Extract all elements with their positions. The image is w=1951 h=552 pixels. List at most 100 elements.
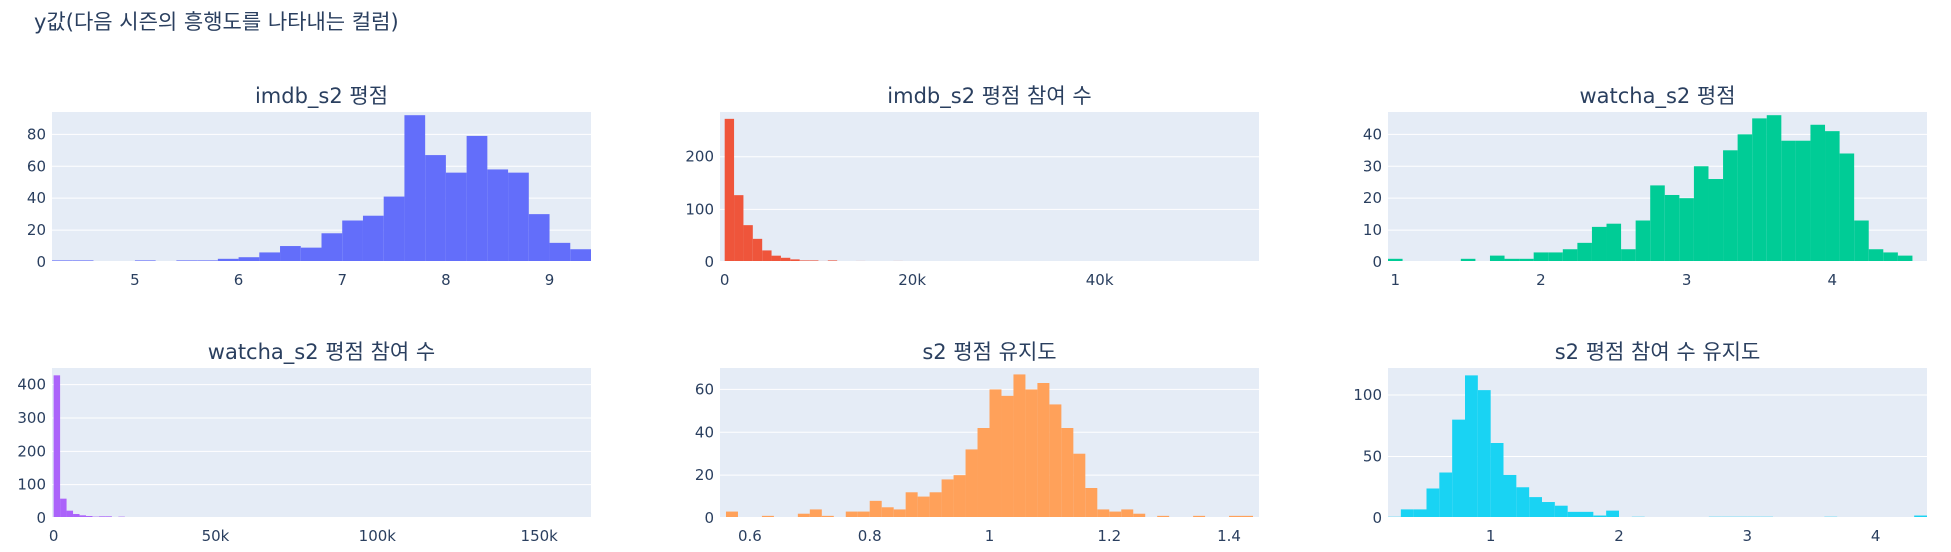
histogram-bar [1013, 374, 1026, 518]
histogram-bar [857, 511, 870, 518]
histogram-bar [845, 511, 858, 518]
histogram-bar [762, 250, 772, 262]
y-tick-label: 40 [27, 189, 46, 207]
y-tick-label: 50 [1363, 448, 1382, 466]
histogram-bar [280, 246, 301, 262]
histogram-bar [1157, 515, 1170, 518]
y-tick-label: 200 [685, 148, 714, 166]
histogram-bar [1460, 258, 1476, 262]
subplot-5: 0 20 40 60 0.6 0.8 1 1.2 1.4 s2 평점 유지도 [695, 340, 1259, 545]
histogram-bar [1752, 118, 1767, 262]
histogram-bar [1533, 252, 1549, 262]
subplot-title: imdb_s2 평점 참여 수 [887, 84, 1091, 109]
subplot-1: 0 20 40 60 80 5 6 7 8 9 imdb_s2 평점 [27, 84, 591, 289]
y-tick-label: 200 [17, 442, 46, 460]
histogram-bar [1388, 258, 1403, 262]
y-tick-label: 300 [17, 409, 46, 427]
x-tick-label: 0 [49, 527, 59, 545]
histogram-bar [893, 509, 906, 518]
y-tick-label: 100 [17, 476, 46, 494]
histogram-bar [1635, 220, 1651, 262]
histogram-bar [1001, 395, 1014, 518]
histogram-bar [941, 479, 954, 518]
histogram-bar [1426, 488, 1440, 518]
histogram-bar [1490, 443, 1504, 518]
histogram-bar [977, 428, 990, 518]
histogram-bar [1554, 505, 1568, 518]
subplot-4: 0 100 200 300 400 0 50k 100k 150k watcha_s2 평점 참여… [17, 340, 591, 545]
subplot-title: watcha_s2 평점 [1579, 84, 1735, 109]
histogram-bar [881, 507, 894, 518]
histogram-bar [238, 257, 260, 262]
histogram-bar [989, 389, 1002, 518]
histogram-bar [771, 255, 781, 262]
y-tick-label: 60 [27, 157, 46, 175]
histogram-bar [1025, 389, 1038, 518]
histogram-bar [217, 258, 239, 262]
y-tick-label: 100 [1353, 386, 1382, 404]
histogram-bar [1737, 134, 1753, 262]
histogram-bar [549, 242, 571, 262]
histogram-bar [761, 515, 774, 518]
histogram-bar [734, 195, 744, 262]
histogram-bar [425, 155, 446, 262]
histogram-bar [1229, 515, 1242, 518]
histogram-bar [953, 475, 966, 518]
histogram-bar [1693, 166, 1709, 262]
histogram-bar [1621, 249, 1636, 262]
x-tick-label: 20k [898, 271, 926, 289]
x-tick-label: 150k [521, 527, 559, 545]
y-tick-label: 20 [27, 221, 46, 239]
histogram-bar [1465, 375, 1478, 518]
x-tick-label: 7 [337, 271, 347, 289]
histogram-bar [1085, 488, 1098, 518]
y-tick-label: 30 [1363, 157, 1382, 175]
histogram-bar [1519, 258, 1534, 262]
histogram-bar [1489, 255, 1505, 262]
x-tick-label: 2 [1536, 271, 1546, 289]
x-tick-label: 6 [234, 271, 244, 289]
subplot-3: 0 10 20 30 40 1 2 3 4 watcha_s2 평점 [1363, 84, 1927, 289]
histogram-bar [780, 257, 791, 262]
histogram-bar [466, 135, 488, 262]
x-tick-label: 2 [1614, 527, 1624, 545]
histogram-bar [752, 238, 763, 262]
bars [725, 374, 1254, 518]
histogram-bar [724, 118, 735, 262]
y-tick-label: 0 [1372, 253, 1382, 271]
histogram-bar [445, 172, 467, 262]
histogram-bar [790, 259, 800, 262]
histogram-bar [404, 115, 426, 262]
histogram-bar [1529, 497, 1542, 518]
y-tick-label: 80 [27, 125, 46, 143]
y-tick-label: 20 [1363, 189, 1382, 207]
histogram-bar [1452, 419, 1465, 518]
subplot-title: watcha_s2 평점 참여 수 [208, 340, 435, 365]
subplot-6: 0 50 100 1 2 3 4 s2 평점 참여 수 유지도 [1353, 340, 1927, 545]
x-tick-label: 3 [1682, 271, 1692, 289]
histogram-bar [725, 511, 738, 518]
histogram-bar [1241, 515, 1254, 518]
y-tick-label: 400 [17, 376, 46, 394]
plot-area [52, 368, 591, 518]
histogram-bar [1606, 223, 1622, 262]
x-tick-label: 0.8 [858, 527, 882, 545]
histogram-bar [1061, 428, 1074, 518]
histogram-bar [66, 510, 74, 518]
y-tick-label: 20 [695, 466, 714, 484]
histogram-bar [917, 496, 930, 518]
x-tick-label: 0.6 [738, 527, 762, 545]
histogram-bar [1193, 515, 1206, 518]
x-tick-label: 1 [1391, 271, 1401, 289]
histogram-bar [1037, 383, 1050, 518]
histogram-bar [1413, 509, 1427, 518]
histogram-bar [1795, 140, 1811, 262]
histogram-bar [1477, 390, 1491, 518]
histogram-bar [60, 498, 67, 518]
y-tick-label: 0 [704, 253, 714, 271]
y-tick-label: 10 [1363, 221, 1382, 239]
histogram-bar [821, 515, 834, 518]
subplot-title: imdb_s2 평점 [255, 84, 388, 109]
histogram-bar [570, 249, 591, 262]
